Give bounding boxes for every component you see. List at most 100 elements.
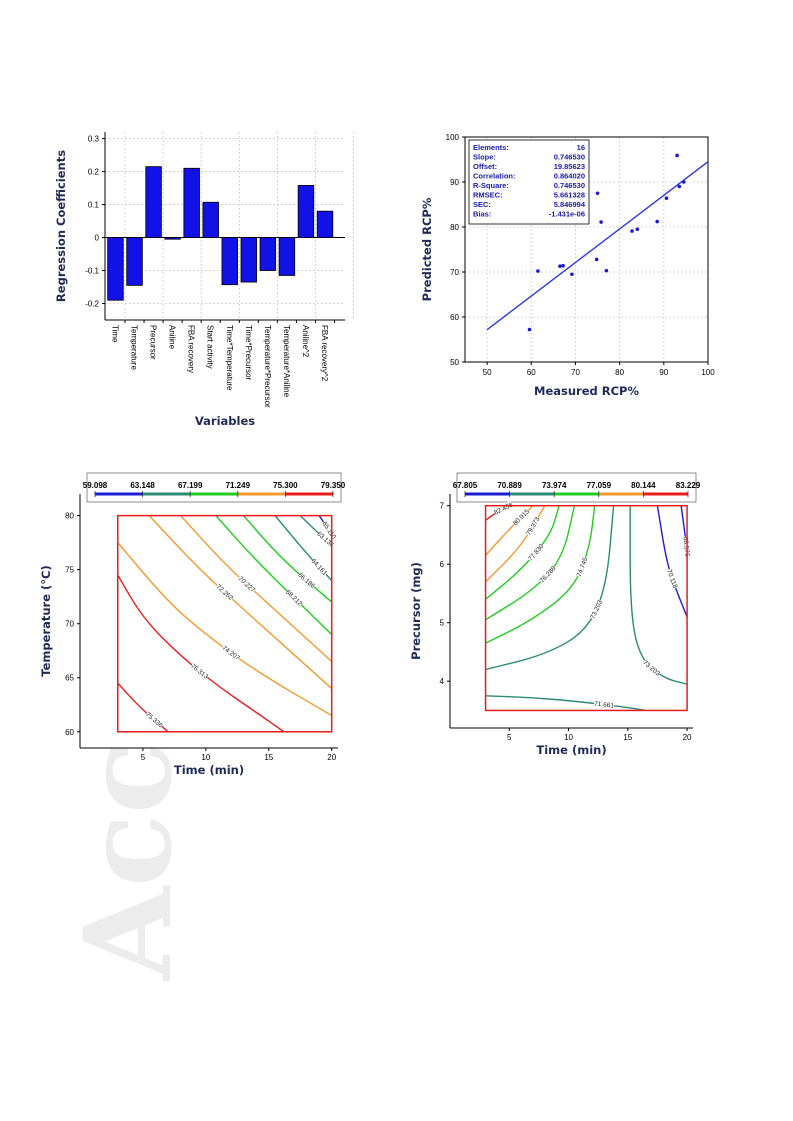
x-tick-label: Temperature (130, 325, 139, 370)
contour-label-4: 76.288 (539, 565, 558, 585)
contour-label-0: 82.458 (493, 501, 514, 516)
x-axis-title: Time (min) (536, 743, 606, 757)
x-tick-label: Aniline^2 (301, 325, 310, 358)
contour-label-5: 74.745 (576, 556, 590, 577)
contour-line-5 (215, 515, 333, 636)
contour-label-bg (310, 556, 329, 577)
scatter-point-10 (635, 227, 640, 232)
x-tick-label: 15 (623, 733, 632, 742)
y-tick-label: 0.3 (88, 135, 100, 144)
contour-label-bg (284, 587, 304, 607)
contour-label-3: 77.830 (527, 543, 545, 563)
design-space-box (117, 514, 333, 733)
bar-1 (126, 237, 143, 286)
scatter-point-1 (536, 269, 540, 273)
contour-label-bg (511, 507, 531, 527)
y-tick-label: 60 (450, 313, 459, 322)
contour-line-1 (117, 574, 285, 733)
x-tick-label: 15 (264, 753, 273, 762)
contour-label-bg (641, 658, 662, 677)
x-tick-label: Temperature*Aniline (282, 325, 291, 398)
stats-value: 19.85623 (554, 162, 585, 171)
x-tick-label: 70 (571, 368, 580, 377)
y-tick-label: 0.1 (88, 201, 100, 210)
x-tick-label: Time*Temperature (225, 325, 234, 391)
stats-label: R-Square: (473, 181, 509, 190)
bar-4 (183, 167, 200, 238)
contour-line-5 (485, 505, 596, 644)
stats-value: 0.864020 (554, 172, 585, 181)
scatter-point-13 (675, 153, 679, 158)
regression-line (486, 161, 709, 331)
contour-label-bg (189, 661, 210, 680)
y-tick-label: 90 (450, 178, 459, 187)
stats-box (468, 139, 590, 225)
stats-label: RMSEC: (473, 191, 503, 200)
y-axis-title: Predicted RCP% (420, 197, 434, 301)
x-axis-title: Time (min) (174, 763, 244, 777)
scatter-point-4 (570, 272, 574, 277)
time-precursor-contour-chart: 67.805 70.889 73.974 77.059 80.144 83.229 5 10 1… (409, 472, 701, 757)
y-axis-title: Regression Coefficients (54, 150, 68, 302)
stats-label: Offset: (473, 162, 497, 171)
contour-line-2 (117, 542, 333, 717)
contour-label-bg (492, 500, 514, 516)
bar-2 (145, 166, 162, 238)
contour-label-0: 75.336 (144, 711, 164, 730)
contour-label-7: 73.203 (641, 659, 661, 678)
contour-line-3 (148, 515, 333, 690)
y-tick-label: 80 (65, 512, 74, 521)
x-tick-label: 10 (564, 733, 573, 742)
contour-label-1: 76.313 (189, 663, 209, 681)
x-axis-title: Variables (195, 414, 255, 428)
y-tick-label: 4 (440, 677, 445, 686)
stats-value: 0.746530 (554, 153, 585, 162)
colorbar-label: 77.059 (587, 481, 612, 490)
scatter-point-7 (599, 220, 603, 224)
y-tick-label: 70 (450, 268, 459, 277)
y-tick-label: 75 (65, 566, 74, 575)
x-tick-label: 100 (701, 368, 715, 377)
x-tick-label: Time (110, 325, 119, 343)
stats-value: 0.746530 (554, 181, 585, 190)
contour-label-bg (538, 564, 557, 584)
stats-value: 5.661328 (554, 191, 585, 200)
contour-label-3: 72.262 (215, 583, 235, 602)
contour-label-10: 70.118 (665, 569, 678, 590)
colorbar-label: 73.974 (542, 481, 567, 490)
y-tick-label: 80 (450, 223, 459, 232)
y-tick-label: 0 (95, 234, 100, 243)
contour-label-bg (666, 568, 680, 590)
contour-label-6: 66.186 (296, 572, 316, 591)
x-tick-label: Start activity (206, 325, 215, 369)
stats-value: -1.431e-06 (549, 210, 585, 219)
scatter-point-6 (595, 191, 600, 196)
scatter-point-0 (527, 327, 532, 332)
contour-label-bg (593, 699, 615, 709)
contour-label-1: 80.915 (512, 508, 531, 527)
contour-label-bg (315, 529, 336, 549)
bar-3 (164, 237, 181, 240)
contour-label-7: 64.161 (309, 558, 328, 578)
x-tick-label: 60 (527, 368, 536, 377)
x-tick-label: 5 (141, 753, 146, 762)
bar-11 (316, 210, 334, 238)
x-tick-label: 20 (327, 753, 336, 762)
x-tick-label: 20 (683, 733, 692, 742)
bar-9 (278, 237, 296, 276)
y-tick-label: -0.2 (85, 300, 99, 309)
bar-8 (259, 237, 277, 271)
y-tick-label: 7 (440, 502, 445, 511)
x-tick-label: 10 (201, 753, 210, 762)
contour-label-bg (215, 582, 235, 602)
contour-label-bg (237, 574, 257, 594)
contour-label-bg (221, 643, 242, 662)
stats-label: Correlation: (473, 172, 516, 181)
y-tick-label: -0.1 (85, 267, 99, 276)
scatter-point-5 (594, 257, 599, 262)
colorbar-label: 83.229 (676, 481, 701, 490)
bar-5 (202, 201, 219, 238)
y-tick-label: 5 (440, 619, 445, 628)
contour-line-8 (485, 695, 646, 712)
